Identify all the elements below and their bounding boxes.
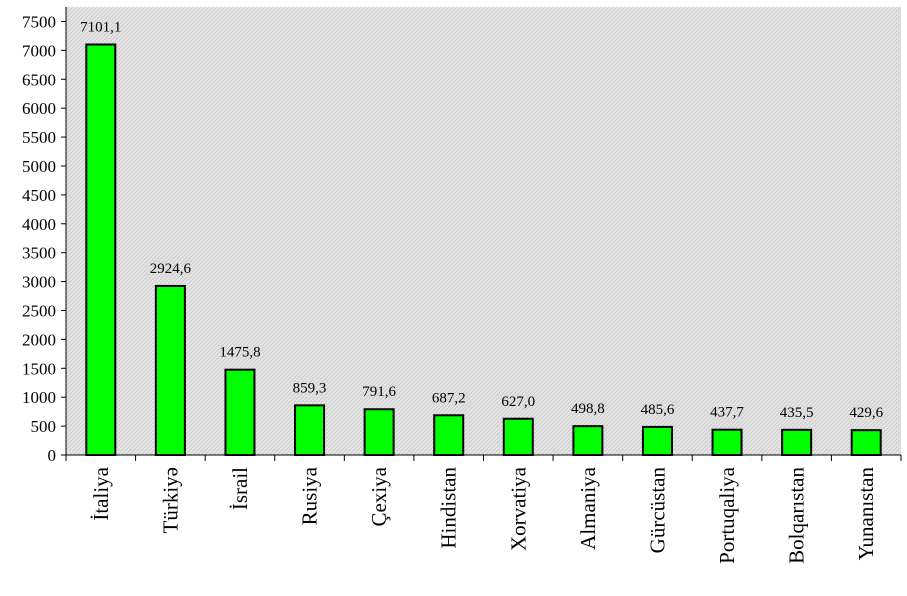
- y-axis: 0 500 1000 1500 2000 2500 3000 3500 4000 4500 5000…: [22, 7, 67, 465]
- y-tick-label: 1500: [22, 359, 56, 378]
- category-label: Gürcüstan: [645, 467, 669, 554]
- plot-area: [66, 7, 901, 455]
- data-label: 7101,1: [80, 20, 121, 36]
- category-labels-group: İtaliya Türkiyə İsrail Rusiya Çexiya Hindista…: [89, 466, 878, 564]
- y-tick-label: 4000: [22, 215, 56, 234]
- y-tick-label: 1000: [22, 388, 56, 407]
- bar: [294, 404, 326, 456]
- data-labels-group: 7101,1 2924,6 1475,8 859,3 791,6 687,2 627,0 49…: [80, 20, 883, 422]
- y-tick-label: 0: [48, 446, 57, 465]
- y-tick-label: 7500: [22, 12, 56, 31]
- y-tick-label: 6500: [22, 70, 56, 89]
- y-tick-label: 3500: [22, 244, 56, 263]
- y-tick-label: 2500: [22, 301, 56, 320]
- data-label: 2924,6: [150, 261, 192, 277]
- bar: [641, 425, 673, 457]
- y-tick-label: 500: [31, 417, 57, 436]
- bar: [711, 428, 743, 457]
- category-label: Hindistan: [437, 467, 461, 549]
- bar: [224, 368, 256, 456]
- data-label: 627,0: [501, 394, 535, 410]
- x-axis: [65, 454, 902, 461]
- bar: [572, 425, 604, 456]
- data-label: 429,6: [849, 405, 883, 421]
- y-tick-label: 5000: [22, 157, 56, 176]
- bar: [433, 414, 465, 457]
- data-label: 859,3: [293, 380, 327, 396]
- data-label: 437,7: [710, 405, 744, 421]
- bars-group: [85, 43, 882, 457]
- bar: [154, 284, 186, 456]
- category-label: Xorvatiya: [506, 466, 530, 551]
- data-label: 1475,8: [219, 345, 260, 361]
- data-label: 498,8: [571, 401, 605, 417]
- category-label: Türkiyə: [158, 467, 182, 533]
- category-label: Portuqaliya: [715, 466, 739, 563]
- category-label: İsrail: [228, 467, 252, 510]
- bar: [363, 408, 395, 457]
- y-tick-label: 7000: [22, 41, 56, 60]
- y-tick-label: 6000: [22, 99, 56, 118]
- data-label: 485,6: [641, 402, 675, 418]
- category-label: Rusiya: [298, 466, 322, 525]
- category-label: Çexiya: [367, 466, 391, 526]
- category-label: Yunanıstan: [854, 467, 878, 561]
- y-tick-label: 3000: [22, 273, 56, 292]
- y-tick-label: 5500: [22, 128, 56, 147]
- data-label: 435,5: [780, 405, 814, 421]
- category-label: Almaniya: [576, 466, 600, 549]
- data-label: 791,6: [362, 384, 396, 400]
- bar: [850, 429, 882, 457]
- bar: [502, 417, 534, 456]
- data-label: 687,2: [432, 390, 466, 406]
- bar: [85, 43, 117, 456]
- category-label: Bolqarıstan: [785, 467, 809, 564]
- y-tick-label: 2000: [22, 330, 56, 349]
- category-label: İtaliya: [89, 466, 113, 520]
- bar: [781, 428, 813, 456]
- y-tick-label: 4500: [22, 186, 56, 205]
